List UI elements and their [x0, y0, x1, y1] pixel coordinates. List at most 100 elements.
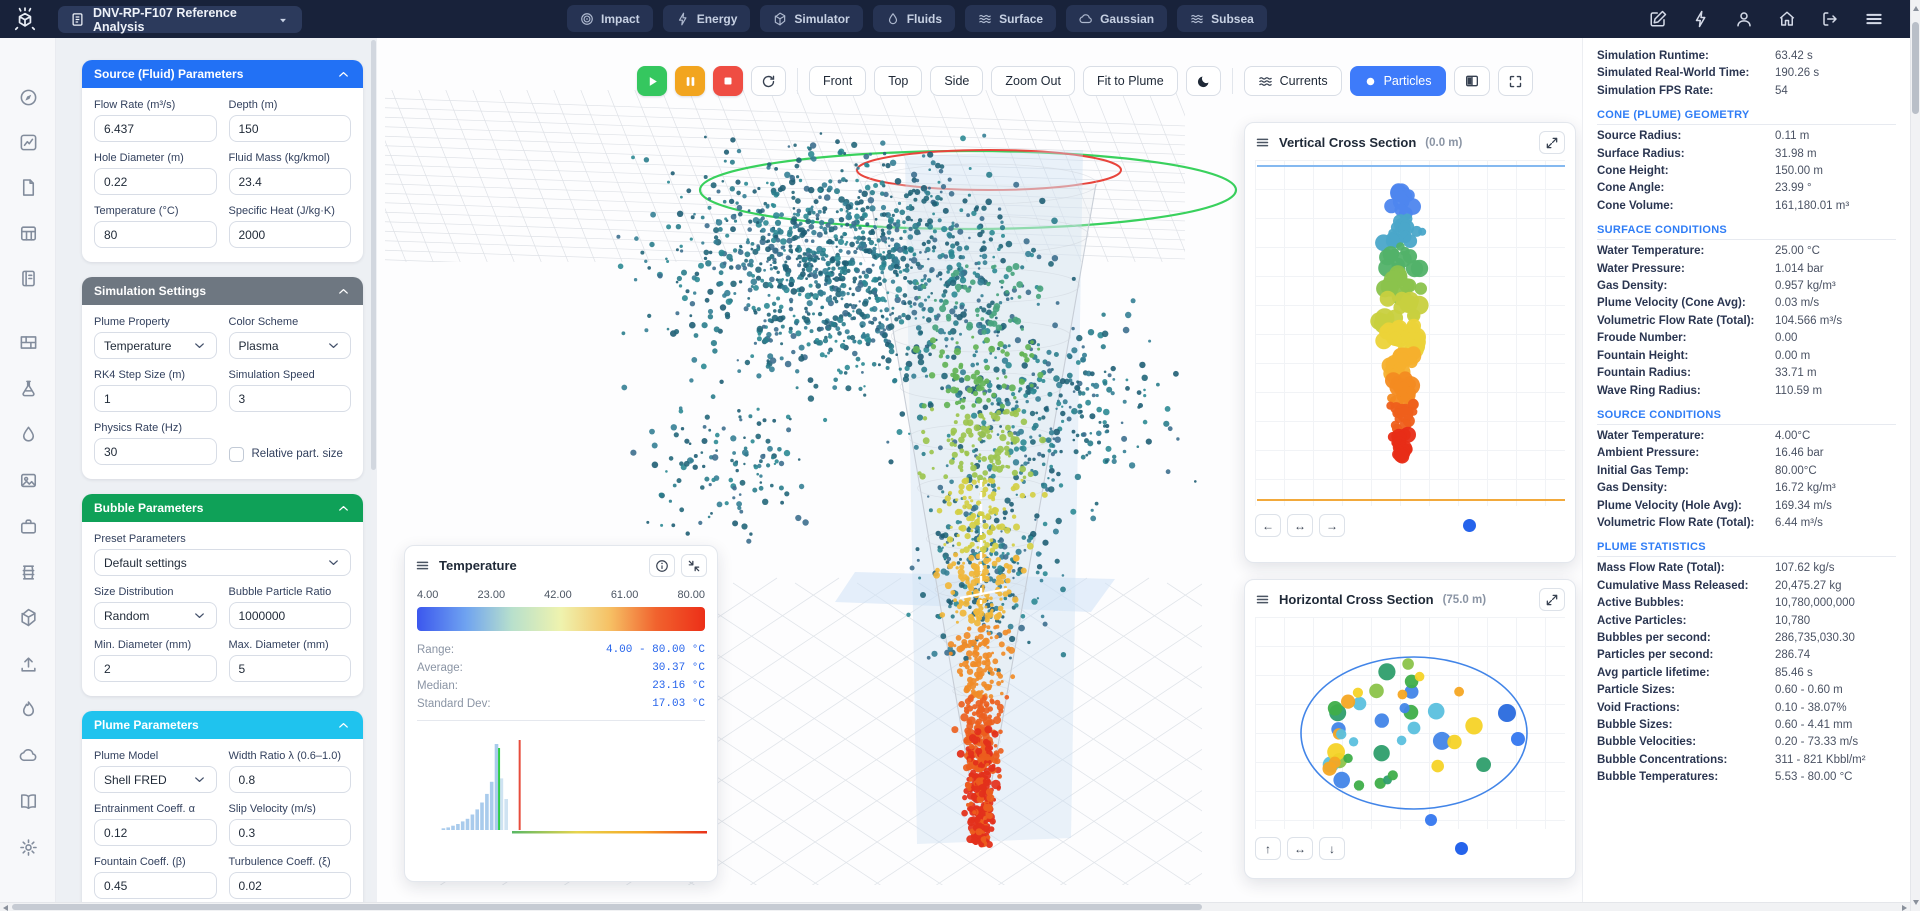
- flame-icon[interactable]: [17, 698, 39, 720]
- bricks-icon[interactable]: [17, 331, 39, 353]
- input-fountain-coeff[interactable]: [94, 872, 217, 899]
- stat-row: Source Radius: 0.11 m: [1597, 130, 1810, 143]
- fullscreen-button[interactable]: [1497, 66, 1533, 96]
- document-icon[interactable]: [17, 176, 39, 198]
- step-up-button[interactable]: ↑: [1255, 837, 1281, 860]
- stat-row: Initial Gas Temp: 80.00°C: [1597, 464, 1817, 477]
- parameters-scrollbar[interactable]: [371, 38, 377, 902]
- horizontal-scrollbar[interactable]: [0, 902, 1910, 911]
- barrel-icon[interactable]: [17, 561, 39, 583]
- user-icon[interactable]: [1735, 10, 1753, 28]
- input-width-ratio-0-6-1-0[interactable]: [228, 766, 351, 793]
- auto-sweep-button[interactable]: ↔: [1287, 514, 1313, 537]
- nav-subsea[interactable]: Subsea: [1177, 5, 1267, 32]
- project-selector[interactable]: DNV-RP-F107 Reference Analysis: [58, 6, 302, 34]
- input-slip-velocity-m-s[interactable]: [228, 819, 351, 846]
- compass-icon[interactable]: [17, 86, 39, 108]
- cloud-icon[interactable]: [17, 744, 39, 766]
- expand-panel-button[interactable]: [1539, 588, 1565, 611]
- stat-row: Simulated Real-World Time: 190.26 s: [1597, 67, 1820, 80]
- play-button[interactable]: [637, 66, 667, 96]
- select-plume-property[interactable]: Temperature: [94, 332, 217, 359]
- section-header-source-fluid-parameters[interactable]: Source (Fluid) Parameters: [82, 60, 363, 88]
- input-rk4-step-size-m[interactable]: [94, 385, 217, 412]
- input-entrainment-coeff[interactable]: [94, 819, 217, 846]
- checkbox-relative-part-size[interactable]: Relative part. size: [228, 443, 352, 465]
- vertical-scrollbar[interactable]: [1910, 0, 1920, 911]
- home-icon[interactable]: [1778, 10, 1796, 28]
- nav-gaussian[interactable]: Gaussian: [1066, 5, 1168, 32]
- reset-button[interactable]: [751, 66, 786, 96]
- line-chart-icon[interactable]: [17, 131, 39, 153]
- section-header-plume-parameters[interactable]: Plume Parameters: [82, 711, 363, 739]
- step-down-button[interactable]: ↓: [1319, 837, 1345, 860]
- split-view-button[interactable]: [1453, 66, 1490, 96]
- lightning-icon[interactable]: [1692, 10, 1710, 28]
- edit-icon[interactable]: [1649, 10, 1667, 28]
- input-specific-heat-j-kg-k[interactable]: [228, 221, 351, 248]
- auto-sweep-button[interactable]: ↔: [1287, 837, 1313, 860]
- section-header-bubble-parameters[interactable]: Bubble Parameters: [82, 494, 363, 522]
- input-depth-m[interactable]: [228, 115, 351, 142]
- book-open-icon[interactable]: [17, 790, 39, 812]
- section-header-simulation-settings[interactable]: Simulation Settings: [82, 277, 363, 305]
- chevron-up-icon: [336, 501, 351, 516]
- input-bubble-particle-ratio[interactable]: [228, 602, 351, 629]
- nav-impact[interactable]: Impact: [567, 5, 653, 32]
- fit-to-plume-button[interactable]: Fit to Plume: [1082, 66, 1178, 96]
- nav-surface[interactable]: Surface: [965, 5, 1057, 32]
- plane-position-handle[interactable]: [1463, 519, 1476, 532]
- pause-button[interactable]: [675, 66, 705, 96]
- input-turbulence-coeff[interactable]: [228, 872, 351, 899]
- input-hole-diameter-m[interactable]: [94, 168, 217, 195]
- plane-depth-handle[interactable]: [1455, 842, 1468, 855]
- stop-button[interactable]: [713, 66, 743, 96]
- input-physics-rate-hz[interactable]: [94, 438, 217, 465]
- upload-icon[interactable]: [17, 653, 39, 675]
- sign-out-icon[interactable]: [1821, 10, 1839, 28]
- droplet-icon[interactable]: [17, 423, 39, 445]
- input-temperature-c[interactable]: [94, 221, 217, 248]
- simulation-viewport[interactable]: Front Top Side Zoom Out Fit to Plume Cur…: [377, 38, 1582, 902]
- stat-row: Froude Number: 0.00: [1597, 332, 1798, 345]
- view-front-button[interactable]: Front: [809, 66, 867, 96]
- briefcase-icon[interactable]: [17, 515, 39, 537]
- settings-icon[interactable]: [17, 836, 39, 858]
- nav-energy[interactable]: Energy: [662, 5, 751, 32]
- panel-menu-icon[interactable]: [1255, 592, 1270, 607]
- info-button[interactable]: [649, 554, 675, 577]
- table-icon[interactable]: [17, 222, 39, 244]
- select-plume-model[interactable]: Shell FRED: [94, 766, 217, 793]
- select-color-scheme[interactable]: Plasma: [228, 332, 351, 359]
- view-top-button[interactable]: Top: [874, 66, 923, 96]
- vertical-cross-section-panel: Vertical Cross Section (0.0 m) ← ↔ →: [1244, 122, 1576, 563]
- dark-mode-button[interactable]: [1185, 66, 1221, 96]
- currents-toggle[interactable]: Currents: [1243, 66, 1342, 96]
- zoom-out-button[interactable]: Zoom Out: [991, 66, 1075, 96]
- package-icon[interactable]: [17, 606, 39, 628]
- expand-panel-button[interactable]: [1539, 131, 1565, 154]
- view-side-button[interactable]: Side: [930, 66, 984, 96]
- input-flow-rate-m-s[interactable]: [94, 115, 217, 142]
- input-simulation-speed[interactable]: [228, 385, 351, 412]
- panel-menu-icon[interactable]: [1255, 135, 1270, 150]
- step-right-button[interactable]: →: [1319, 514, 1345, 537]
- select-preset-parameters[interactable]: Default settings: [94, 549, 351, 576]
- image-icon[interactable]: [17, 469, 39, 491]
- stat-row: Wave Ring Radius: 110.59 m: [1597, 384, 1823, 397]
- panel-menu-icon[interactable]: [415, 558, 430, 573]
- collapse-panel-button[interactable]: [681, 554, 707, 577]
- flask-icon[interactable]: [17, 377, 39, 399]
- input-min-diameter-mm[interactable]: [94, 655, 217, 682]
- select-size-distribution[interactable]: Random: [94, 602, 217, 629]
- input-fluid-mass-kg-kmol[interactable]: [228, 168, 351, 195]
- step-left-button[interactable]: ←: [1255, 514, 1281, 537]
- nav-simulator[interactable]: Simulator: [760, 5, 863, 32]
- particles-toggle[interactable]: Particles: [1349, 66, 1446, 96]
- input-max-diameter-mm[interactable]: [228, 655, 351, 682]
- stat-row: Active Bubbles: 10,780,000,000: [1597, 597, 1855, 610]
- notebook-icon[interactable]: [17, 267, 39, 289]
- menu-icon[interactable]: [1864, 9, 1884, 29]
- stat-row: Gas Density: 0.957 kg/m³: [1597, 280, 1836, 293]
- nav-fluids[interactable]: Fluids: [872, 5, 956, 32]
